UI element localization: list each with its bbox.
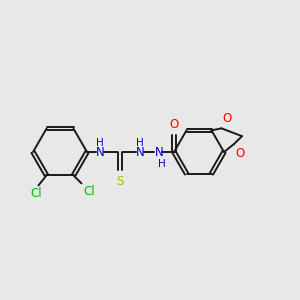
Text: S: S [116,175,124,188]
Text: H: H [96,138,104,148]
Text: N: N [136,146,144,158]
Text: N: N [96,146,104,158]
Text: H: H [136,138,144,148]
Text: H: H [158,159,166,169]
Text: O: O [223,112,232,125]
Text: Cl: Cl [31,188,42,200]
Text: O: O [169,118,178,131]
Text: O: O [235,147,244,160]
Text: N: N [155,146,164,158]
Text: Cl: Cl [83,185,95,198]
